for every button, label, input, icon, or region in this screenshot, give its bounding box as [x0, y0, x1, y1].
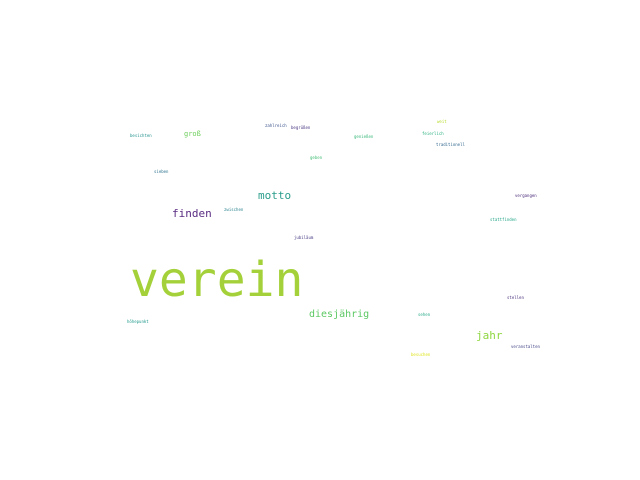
- word-geniessen: genießen: [354, 134, 374, 139]
- word-jubilaeum: jubiläum: [294, 235, 314, 240]
- word-feierlich: feierlich: [422, 131, 444, 136]
- word-jahr: jahr: [476, 329, 503, 342]
- word-diesjaehrig: diesjährig: [309, 309, 370, 320]
- word-stellen: stellen: [507, 295, 524, 300]
- word-sieben: sieben: [154, 169, 169, 174]
- word-geben: geben: [310, 155, 323, 160]
- word-besuchen: besuchen: [411, 352, 431, 357]
- word-veranstalten: veranstalten: [511, 344, 540, 349]
- word-zahlreich: zahlreich: [265, 123, 287, 128]
- word-traditionell: traditionell: [436, 142, 465, 147]
- word-besichten: besichten: [130, 133, 152, 138]
- word-sehen: sehen: [418, 312, 431, 317]
- word-gross: groß: [184, 130, 201, 138]
- word-verein: verein: [130, 252, 304, 308]
- word-motto: motto: [258, 189, 292, 202]
- word-stattfinden: stattfinden: [490, 217, 517, 222]
- word-finden: finden: [172, 207, 212, 220]
- word-weit: weit: [437, 119, 447, 124]
- word-vergangen: vergangen: [515, 193, 537, 198]
- word-hoehepunkt: höhepunkt: [127, 319, 149, 324]
- word-zwischen: zwischen: [224, 207, 244, 212]
- word-begruessen: begrüßen: [291, 125, 311, 130]
